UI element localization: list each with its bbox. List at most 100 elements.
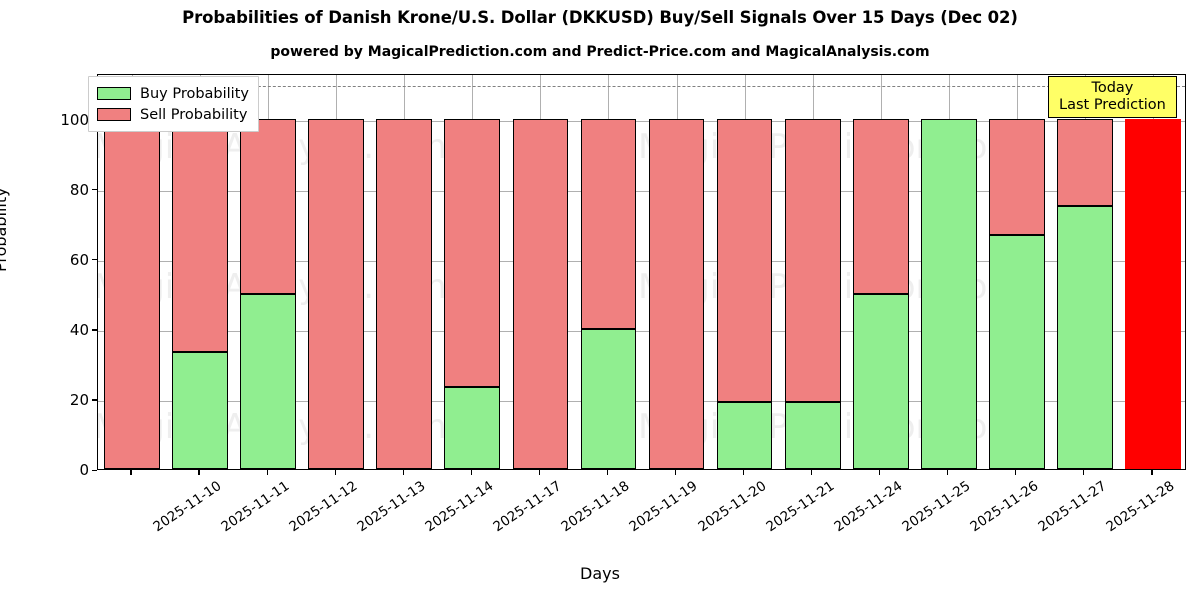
- today-annotation: Today Last Prediction: [1048, 76, 1177, 119]
- y-tick-mark: [92, 399, 97, 401]
- x-tick-mark: [1083, 470, 1085, 475]
- bar-group[interactable]: [240, 75, 297, 469]
- bar-segment-buy[interactable]: [580, 328, 637, 469]
- x-tick-mark: [198, 470, 200, 475]
- x-tick-mark: [606, 470, 609, 475]
- x-tick-mark: [674, 470, 677, 475]
- page-title: Probabilities of Danish Krone/U.S. Dolla…: [182, 8, 1018, 27]
- chart-subtitle: powered by MagicalPrediction.com and Pre…: [270, 44, 930, 60]
- x-tick-label: 2025-11-24: [831, 478, 906, 536]
- bar-segment-buy[interactable]: [784, 402, 841, 469]
- x-tick-mark: [742, 470, 745, 475]
- x-tick-mark: [947, 470, 949, 475]
- x-tick-label: 2025-11-14: [422, 478, 497, 536]
- y-tick-mark: [92, 259, 97, 261]
- bar-group[interactable]: [1057, 75, 1113, 469]
- bar-segment-buy[interactable]: [240, 293, 297, 469]
- bar-segment-sell[interactable]: [376, 118, 433, 469]
- bar-segment-sell[interactable]: [308, 118, 365, 469]
- x-tick-label: 2025-11-19: [626, 478, 701, 536]
- gridline-horizontal: [98, 330, 1185, 332]
- bar-segment-buy[interactable]: [172, 352, 228, 469]
- gridline-horizontal: [98, 260, 1185, 262]
- bar-segment-sell[interactable]: [240, 118, 297, 294]
- bar-group[interactable]: [580, 75, 637, 469]
- bar-group[interactable]: [512, 75, 569, 469]
- y-tick-mark: [92, 469, 97, 471]
- bar-segment-sell[interactable]: [172, 118, 228, 353]
- x-tick-mark: [470, 470, 472, 475]
- x-tick-label: 2025-11-20: [694, 478, 769, 536]
- bar-group[interactable]: [648, 75, 705, 469]
- x-tick-mark: [130, 470, 132, 475]
- legend-item-buy[interactable]: Buy Probability: [97, 83, 249, 104]
- bar-segment-sell[interactable]: [784, 118, 841, 403]
- bar-segment-today[interactable]: [1125, 118, 1181, 469]
- x-tick-label: 2025-11-21: [763, 478, 838, 536]
- legend-label-buy: Buy Probability: [140, 85, 249, 102]
- x-tick-label: 2025-11-11: [218, 478, 293, 536]
- y-tick-label: 0: [79, 461, 89, 479]
- legend-item-sell[interactable]: Sell Probability: [97, 104, 249, 125]
- bar-segment-buy[interactable]: [852, 293, 909, 469]
- bar-group[interactable]: [104, 75, 160, 469]
- x-tick-mark: [879, 470, 881, 475]
- legend-swatch-buy: [97, 87, 131, 100]
- y-axis-label: Probability: [0, 187, 10, 272]
- x-tick-label: 2025-11-28: [1103, 478, 1178, 536]
- y-tick-label: 80: [69, 180, 89, 199]
- bar-group[interactable]: [172, 75, 228, 469]
- x-tick-label: 2025-11-12: [286, 478, 361, 536]
- x-tick-mark: [538, 470, 540, 475]
- x-tick-mark: [402, 470, 404, 475]
- chart-legend: Buy Probability Sell Probability: [88, 76, 259, 132]
- bar-segment-sell[interactable]: [988, 118, 1045, 236]
- bar-segment-sell[interactable]: [648, 118, 705, 469]
- bar-group[interactable]: [988, 75, 1045, 469]
- bar-segment-buy[interactable]: [716, 402, 773, 469]
- x-tick-mark: [1151, 470, 1153, 475]
- bar-segment-sell[interactable]: [852, 118, 909, 294]
- gridline-horizontal: [98, 190, 1185, 192]
- bar-group[interactable]: [920, 75, 977, 469]
- bar-segment-buy[interactable]: [1057, 206, 1113, 469]
- bar-segment-sell[interactable]: [1057, 118, 1113, 207]
- bar-segment-buy[interactable]: [444, 386, 501, 469]
- x-tick-mark: [266, 470, 268, 475]
- y-tick-label: 60: [69, 250, 89, 269]
- bar-group[interactable]: [716, 75, 773, 469]
- bar-group[interactable]: [308, 75, 365, 469]
- y-tick-mark: [92, 189, 97, 191]
- bar-group[interactable]: [444, 75, 501, 469]
- bar-segment-sell[interactable]: [580, 118, 637, 329]
- x-tick-mark: [1015, 470, 1017, 475]
- gridline-horizontal: [98, 400, 1185, 402]
- bar-group[interactable]: [376, 75, 433, 469]
- x-tick-label: 2025-11-10: [150, 478, 225, 536]
- y-tick-mark: [92, 329, 97, 331]
- x-tick-label: 2025-11-17: [490, 478, 565, 536]
- x-tick-label: 2025-11-13: [354, 478, 429, 536]
- today-annotation-line2: Last Prediction: [1059, 96, 1166, 113]
- legend-label-sell: Sell Probability: [140, 106, 248, 123]
- bar-segment-sell[interactable]: [444, 118, 501, 387]
- bar-group[interactable]: [852, 75, 909, 469]
- bar-segment-buy[interactable]: [920, 118, 977, 469]
- bar-segment-sell[interactable]: [104, 118, 160, 469]
- x-tick-label: 2025-11-25: [899, 478, 974, 536]
- x-tick-mark: [334, 470, 336, 475]
- reference-line: [98, 85, 1185, 87]
- bar-segment-sell[interactable]: [512, 118, 569, 469]
- bar-group[interactable]: [1125, 75, 1181, 469]
- bar-group[interactable]: [784, 75, 841, 469]
- x-axis-label: Days: [580, 564, 620, 583]
- bar-segment-sell[interactable]: [716, 118, 773, 403]
- y-tick-label: 20: [69, 390, 89, 409]
- x-tick-label: 2025-11-27: [1035, 478, 1110, 536]
- plot-area: MagicalAnalysis.comMagicalPrediction.com…: [97, 74, 1186, 470]
- x-tick-label: 2025-11-26: [967, 478, 1042, 536]
- bar-segment-buy[interactable]: [988, 235, 1045, 469]
- y-tick-label: 40: [69, 320, 89, 339]
- gridline-horizontal: [98, 120, 1185, 122]
